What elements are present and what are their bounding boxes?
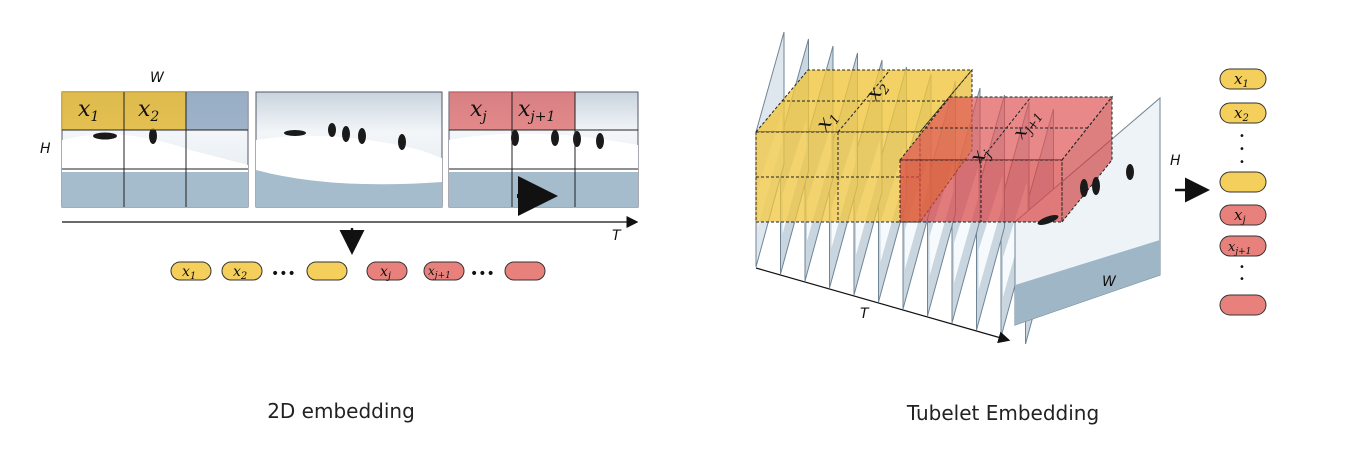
token-right-x2-label: x2 xyxy=(1234,104,1249,124)
axis-label-w-left: W xyxy=(150,70,165,86)
video-frame-2 xyxy=(255,91,443,208)
axis-label-w-right: W xyxy=(1102,274,1117,290)
token-dots-2: ••• xyxy=(470,266,495,282)
axis-label-t-left: T xyxy=(612,228,622,244)
caption-2d-embedding: 2D embedding xyxy=(267,399,415,423)
token-xj1 xyxy=(423,261,465,281)
token-right-dot-5: • xyxy=(1239,274,1245,285)
token-right-dot-2: • xyxy=(1239,144,1245,155)
axis-label-h-right: H xyxy=(1170,153,1181,169)
token-right-xj-label: xj xyxy=(1234,206,1246,226)
patch-grid xyxy=(62,92,638,207)
token-red-last xyxy=(504,261,546,281)
right-panel: x1 x2 xj xj+1 T W H x1 x2 • • • xj xyxy=(754,31,1267,425)
token-xj xyxy=(366,261,408,281)
patch-x1 xyxy=(62,92,124,130)
token-right-x1-label: x1 xyxy=(1234,70,1249,90)
token-xj-label: xj xyxy=(380,264,391,282)
token-row-left: x1 x2 ••• xj xj+1 ••• xyxy=(170,261,546,282)
penguins-right xyxy=(1037,164,1134,225)
token-x1-label: x1 xyxy=(182,264,196,282)
token-x2 xyxy=(221,261,263,281)
token-right-dot-1: • xyxy=(1239,131,1245,142)
left-panel: x1 x2 xj xj+1 W H T x1 x2 ••• xj xj+1 ••… xyxy=(40,70,639,423)
caption-tubelet-embedding: Tubelet Embedding xyxy=(906,401,1099,425)
tubelet-red-side xyxy=(1061,95,1113,224)
token-xj1-label: xj+1 xyxy=(428,264,451,281)
axis-label-t-right: T xyxy=(860,306,870,322)
token-right-dot-3: • xyxy=(1239,157,1245,168)
token-x2-label: x2 xyxy=(233,264,247,282)
patch-grey xyxy=(186,92,248,130)
axis-label-h-left: H xyxy=(40,141,51,157)
token-right-x2 xyxy=(1219,102,1267,124)
last-frame-water xyxy=(1015,240,1160,325)
token-right-x1 xyxy=(1219,68,1267,90)
patch-xj xyxy=(449,92,512,130)
token-x1 xyxy=(170,261,212,281)
patch-label-xj1: xj+1 xyxy=(518,97,555,125)
token-right-yellow-last xyxy=(1219,171,1267,193)
token-right-dot-4: • xyxy=(1239,262,1245,273)
patch-label-xj: xj xyxy=(470,97,487,125)
patch-xj1 xyxy=(512,92,575,130)
token-dots-1: ••• xyxy=(271,266,296,282)
token-yellow-last xyxy=(306,261,348,281)
token-right-xj xyxy=(1219,204,1267,226)
token-right-xj1 xyxy=(1219,235,1267,257)
patch-label-x2: x2 xyxy=(138,97,159,125)
token-right-xj1-label: xj+1 xyxy=(1228,240,1251,257)
tubelet-red xyxy=(898,95,1114,224)
patch-label-x1: x1 xyxy=(78,97,99,125)
token-right-red-last xyxy=(1219,294,1267,316)
token-column-right: x1 x2 • • • xj xj+1 • • xyxy=(1219,68,1267,316)
patch-x2 xyxy=(124,92,186,130)
time-axis-right xyxy=(755,267,1011,344)
